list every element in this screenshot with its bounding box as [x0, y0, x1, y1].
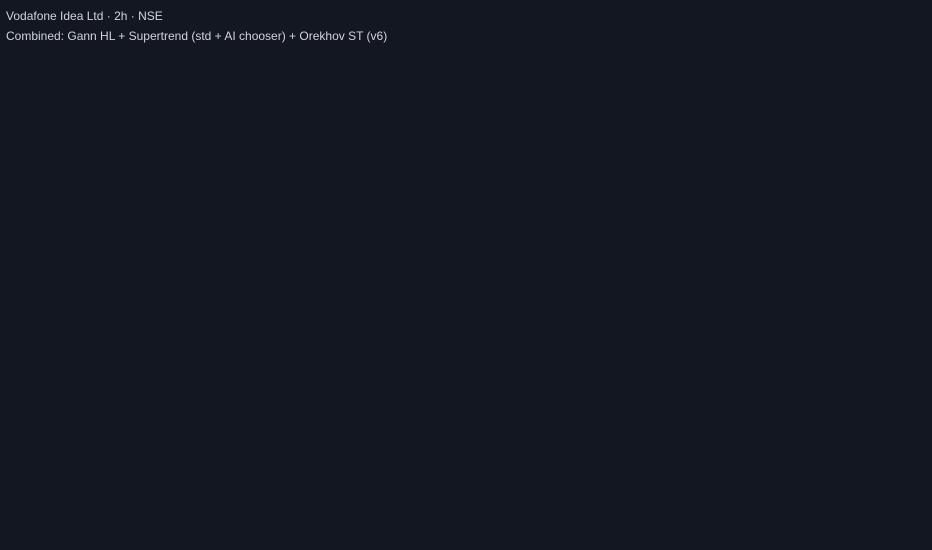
chart-subtitle: Combined: Gann HL + Supertrend (std + AI…	[6, 29, 387, 43]
chart-title: Vodafone Idea Ltd · 2h · NSE	[6, 9, 163, 23]
